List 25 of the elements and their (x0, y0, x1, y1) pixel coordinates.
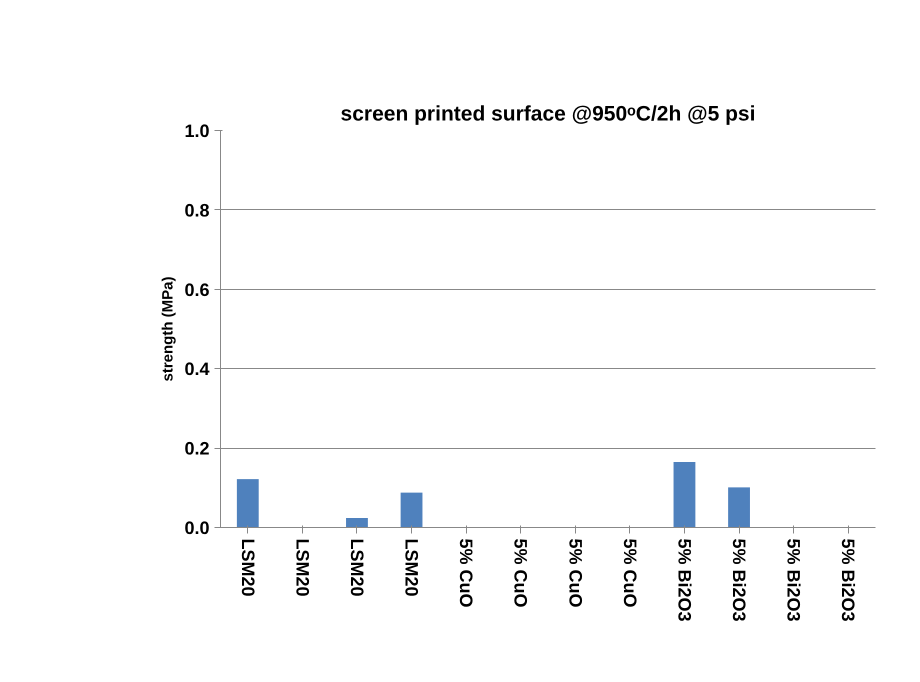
y-tick-label: 0.6 (184, 280, 210, 300)
y-tick-label: 0.2 (184, 438, 210, 459)
x-tick-label: LSM20 (402, 538, 422, 597)
y-axis-title: strength (MPa) (159, 276, 176, 382)
x-tick-label: 5% CuO (565, 538, 586, 608)
x-tick-label: 5% Bi2O3 (729, 538, 750, 622)
bar (674, 462, 696, 528)
x-tick-label: 5% Bi2O3 (838, 538, 858, 622)
bar (400, 492, 422, 528)
chart-title: screen printed surface @950ᵒC/2h @5 psi (340, 102, 756, 126)
x-tick-label: 5% CuO (456, 538, 476, 608)
y-tick-label: 0.0 (184, 518, 210, 538)
x-tick-label: LSM20 (238, 538, 258, 597)
x-tick-label: 5% Bi2O3 (784, 538, 804, 622)
bar (236, 479, 259, 528)
x-tick-label: 5% Bi2O3 (674, 538, 694, 622)
x-tick-label: LSM20 (346, 538, 367, 597)
y-tick-label: 0.8 (184, 200, 210, 220)
x-tick-label: 5% CuO (620, 538, 640, 608)
y-tick-label: 0.4 (184, 359, 210, 380)
bar (728, 487, 750, 528)
x-tick-label: 5% CuO (510, 538, 531, 608)
y-tick-label: 1.0 (184, 121, 210, 141)
x-tick-label: LSM20 (292, 538, 312, 597)
bar (346, 518, 368, 528)
